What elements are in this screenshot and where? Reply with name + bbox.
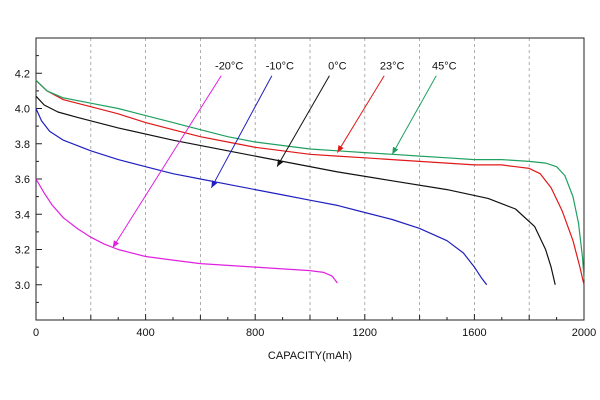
arrow-head-minus-20c <box>112 240 119 248</box>
arrow-line-minus-20c <box>112 75 222 249</box>
arrow-line-45c <box>391 75 437 155</box>
series-label-minus-10c: -10°C <box>266 61 294 73</box>
x-tick-label: 400 <box>136 327 154 339</box>
series-layer <box>35 79 585 286</box>
series-line-minus-10c <box>35 108 488 286</box>
annotation-layer: -20°C -10°C 0°C 23°C 45°C <box>112 61 457 249</box>
arrow-head-0c <box>277 159 284 167</box>
x-axis-title: CAPACITY(mAh) <box>268 350 352 362</box>
grid-layer <box>90 38 530 320</box>
x-tick-label: 0 <box>33 327 39 339</box>
arrow-line-23c <box>336 75 385 153</box>
tick-labels: 0 400 800 1200 1600 2000 3.0 3.2 3.4 3.6 3.8 4.0 4.2 <box>15 68 597 339</box>
arrow-head-23c <box>337 145 344 153</box>
y-tick-label: 3.2 <box>15 245 30 257</box>
series-line-0c <box>35 95 556 285</box>
series-label-0c: 0°C <box>328 61 347 73</box>
arrow-head-45c <box>392 146 399 155</box>
x-tick-label: 1600 <box>462 327 486 339</box>
series-label-45c: 45°C <box>432 61 457 73</box>
x-tick-label: 1200 <box>353 327 377 339</box>
x-tick-label: 800 <box>246 327 264 339</box>
y-tick-label: 4.2 <box>15 68 30 80</box>
series-line-23c <box>35 79 585 285</box>
y-tick-label: 4.0 <box>15 104 30 116</box>
x-tick-label: 2000 <box>572 327 596 339</box>
y-tick-label: 3.4 <box>15 209 30 221</box>
y-tick-label: 3.0 <box>15 280 30 292</box>
arrow-line-0c <box>276 75 330 167</box>
arrow-line-minus-10c <box>210 75 273 189</box>
y-tick-label: 3.8 <box>15 139 30 151</box>
series-line-45c <box>35 79 585 280</box>
y-tick-label: 3.6 <box>15 174 30 186</box>
series-line-minus-20c <box>35 178 338 284</box>
series-label-23c: 23°C <box>380 61 405 73</box>
arrow-head-minus-10c <box>211 180 218 188</box>
series-label-minus-20c: -20°C <box>215 61 243 73</box>
